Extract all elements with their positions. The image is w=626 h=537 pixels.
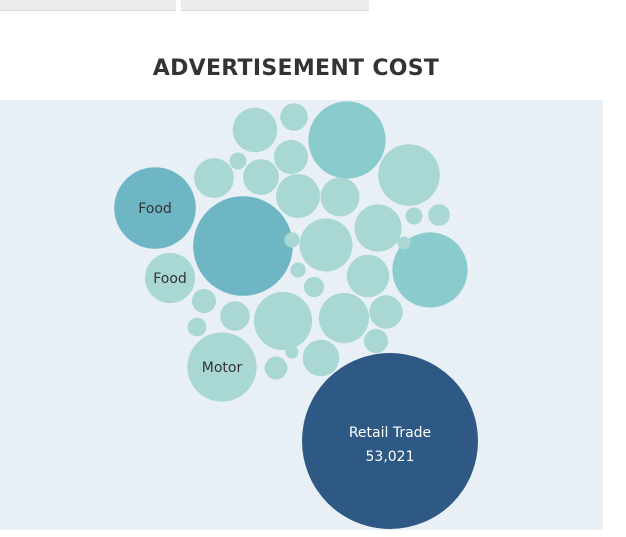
bubble[interactable] [302,339,340,377]
bubble-food[interactable] [144,252,196,304]
bubble[interactable] [369,295,403,329]
bubble-food[interactable] [114,167,196,249]
bubble[interactable] [320,177,360,217]
bubble[interactable] [276,174,320,218]
bubble[interactable] [397,236,411,250]
bubble[interactable] [191,288,217,314]
bubble[interactable] [318,292,370,344]
bubble[interactable] [229,152,247,170]
chart-title: ADVERTISEMENT COST [152,56,440,81]
top-tab-right[interactable] [181,0,369,11]
bubble-motor[interactable] [187,332,257,402]
bubble-value-label: 53,021 [366,449,415,465]
bubble[interactable] [354,204,402,252]
bubble[interactable] [303,276,325,298]
bubble[interactable] [264,356,288,380]
bubble[interactable] [392,232,468,308]
bubble-label: Food [138,201,172,217]
bubble[interactable] [232,107,278,153]
bubble[interactable] [187,317,207,337]
bubble[interactable] [220,301,250,331]
bubble-retail-trade[interactable] [302,353,478,529]
bubble[interactable] [193,196,293,296]
bubble-label: Food [153,271,187,287]
top-tab-left[interactable] [0,0,176,11]
bubble[interactable] [428,204,450,226]
bubble[interactable] [299,218,353,272]
bubble[interactable] [405,207,423,225]
bubble[interactable] [243,159,279,195]
bubble[interactable] [273,139,309,175]
bubble[interactable] [290,262,306,278]
bubble[interactable] [363,328,389,354]
bubble[interactable] [346,254,390,298]
bubble-label: Retail Trade [349,425,431,441]
bubble[interactable] [280,103,308,131]
bubble-label: Motor [202,360,243,376]
bubble[interactable] [284,232,300,248]
bubble[interactable] [194,158,234,198]
bubble[interactable] [285,345,299,359]
bubble[interactable] [378,144,440,206]
bubble[interactable] [308,101,386,179]
bubble[interactable] [253,291,313,351]
